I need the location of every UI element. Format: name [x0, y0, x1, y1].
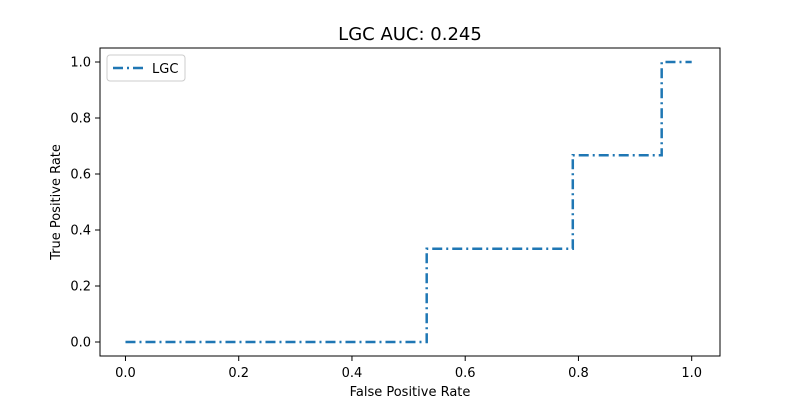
x-tick-label: 0.8	[568, 366, 589, 381]
x-tick-label: 0.4	[342, 366, 363, 381]
x-tick-label: 0.2	[228, 366, 249, 381]
y-tick-label: 1.0	[70, 56, 91, 71]
series-layer	[125, 60, 692, 344]
plot-area-frame	[99, 47, 721, 357]
y-tick-label: 0.0	[70, 336, 91, 351]
y-tick-label: 0.6	[70, 168, 91, 183]
x-tick-label: 0.0	[115, 366, 136, 381]
x-tick-label: 1.0	[681, 366, 702, 381]
y-tick-label: 0.2	[70, 280, 91, 295]
x-tick-label: 0.6	[455, 366, 476, 381]
legend: LGC	[106, 54, 186, 82]
y-tick-label: 0.8	[70, 112, 91, 127]
y-axis-label: True Positive Rate	[49, 144, 64, 261]
chart-title: LGC AUC: 0.245	[338, 24, 482, 45]
y-tick-label: 0.4	[70, 224, 91, 239]
series-line-lgc	[125, 60, 692, 344]
legend-label: LGC	[152, 62, 178, 77]
legend-box	[106, 54, 186, 82]
y-axis-ticks: 0.0 0.2 0.4 0.6 0.8 1.0	[70, 56, 100, 351]
x-axis-label: False Positive Rate	[350, 385, 471, 400]
x-axis-ticks: 0.0 0.2 0.4 0.6 0.8 1.0	[115, 356, 702, 381]
